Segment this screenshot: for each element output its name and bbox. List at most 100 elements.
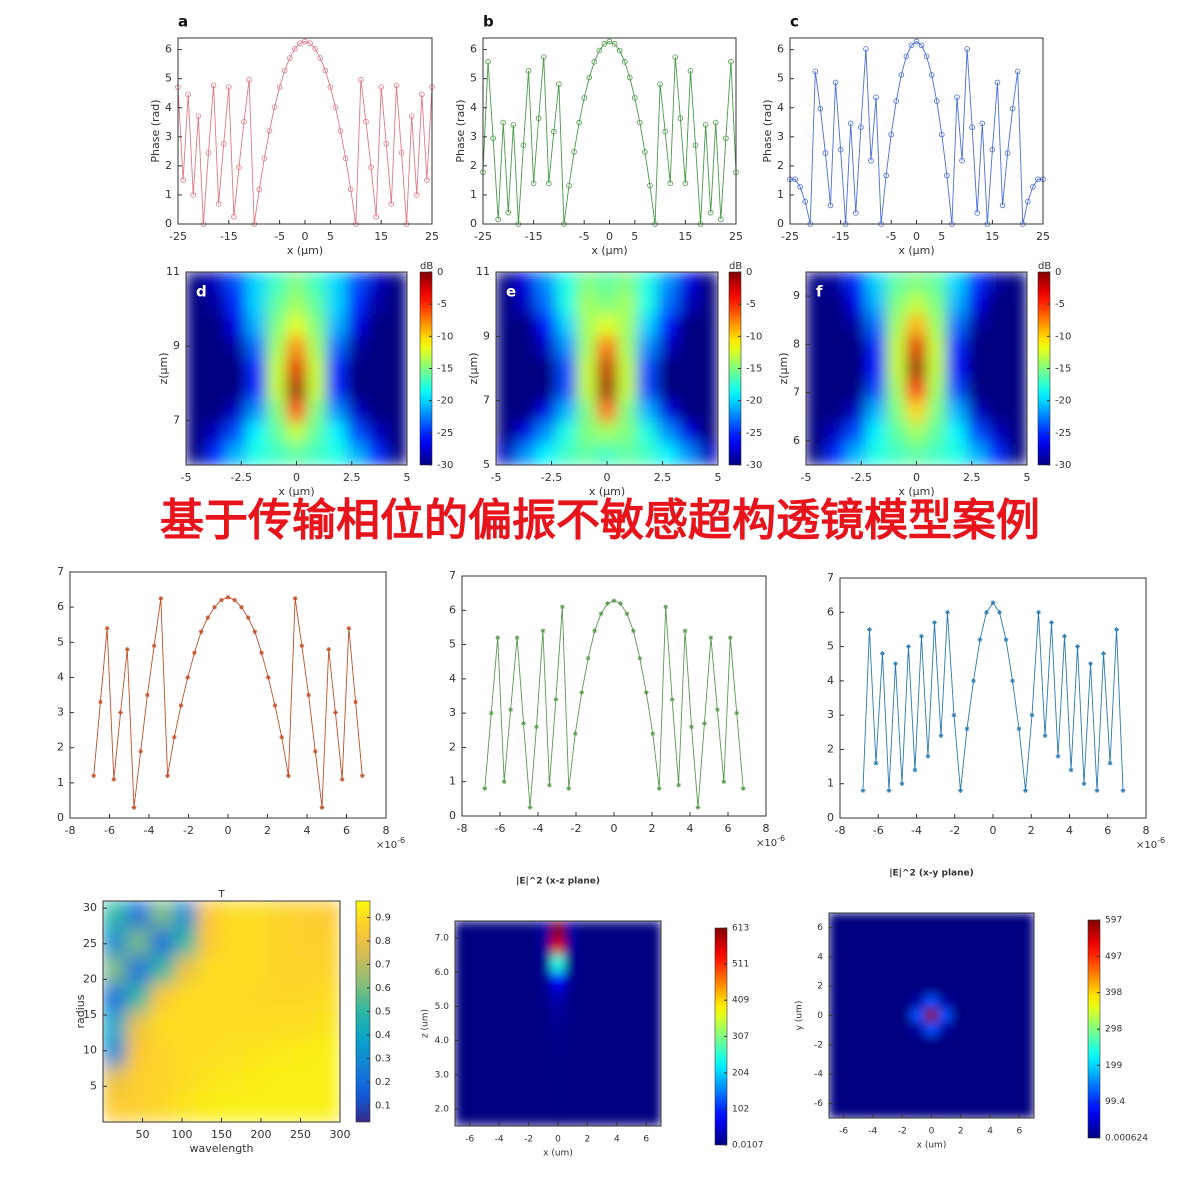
y-tick-label: 30 (83, 901, 97, 914)
y-axis-label: z(μm) (467, 352, 480, 384)
heatmap-cell (564, 1006, 579, 1024)
heatmap-cell (316, 1038, 340, 1068)
heatmap-cell (636, 272, 658, 294)
chart-title: |E|^2 (x-y plane) (889, 869, 974, 879)
heatmap-cell (482, 954, 497, 973)
heatmap-cell (495, 954, 511, 973)
heatmap-cell (366, 314, 388, 337)
heatmap-cell (1006, 1049, 1021, 1064)
heatmap-cell (495, 1006, 511, 1024)
heatmap-cell (605, 971, 621, 990)
y-tick-label: 4 (817, 952, 823, 962)
heatmap-cell (495, 1108, 511, 1126)
heatmap-cell (938, 913, 953, 927)
heatmap-cell (556, 443, 578, 465)
heatmap-cell (883, 967, 898, 982)
data-marker (812, 68, 819, 75)
heatmap-cell (965, 913, 980, 927)
colorbar-tick-label: 0 (437, 267, 443, 278)
colorbar-tick-label: -10 (746, 331, 762, 342)
heatmap-cell (869, 926, 884, 941)
data-marker (1081, 781, 1087, 787)
x-tick-label: 25 (425, 230, 439, 243)
heatmap-cell (979, 967, 994, 982)
data-marker (676, 782, 681, 788)
heatmap-cell (869, 940, 884, 955)
data-marker (408, 113, 415, 119)
y-tick-label: 3 (470, 130, 477, 143)
heatmap-cell (550, 1040, 566, 1058)
heatmap-cell (495, 937, 511, 956)
heatmap-cell (865, 272, 887, 294)
data-marker (326, 646, 332, 652)
heatmap-cell (455, 1057, 470, 1076)
data-marker (307, 40, 313, 47)
data-marker (945, 609, 950, 615)
heatmap-cell (906, 378, 927, 401)
data-line (790, 40, 1043, 225)
heatmap-cell (677, 378, 699, 401)
heatmap-cell (897, 1076, 912, 1091)
heatmap-cell (619, 1091, 634, 1110)
data-marker (933, 98, 940, 104)
data-marker (958, 788, 963, 793)
heatmap-cell (576, 357, 598, 380)
heatmap-cell (496, 378, 517, 401)
heatmap-cell (1006, 336, 1027, 359)
data-line (482, 40, 737, 225)
data-line (177, 41, 433, 225)
heatmap-cell (806, 400, 827, 423)
y-tick-label: 1 (777, 188, 784, 201)
heatmap-cell (966, 443, 988, 465)
heatmap-cell (186, 357, 207, 380)
heatmap-cell (225, 357, 247, 380)
y-tick-label: 7.0 (435, 934, 450, 944)
heatmap-cell (829, 1022, 843, 1037)
y-tick-label: 6.0 (435, 968, 450, 978)
data-marker (642, 149, 648, 155)
x-tick-label: -4 (144, 824, 155, 837)
heatmap-cell (938, 967, 953, 982)
data-marker (236, 164, 242, 171)
heatmap-cell (883, 1063, 898, 1078)
heatmap-cell (657, 443, 678, 465)
heatmap-cell (186, 272, 207, 294)
colorbar-tick-label: 409 (732, 996, 749, 1006)
heatmap-cell (842, 981, 857, 996)
heatmap-cell (266, 400, 287, 423)
data-marker (501, 779, 507, 785)
heatmap-cell (951, 1063, 966, 1078)
data-marker (867, 627, 872, 632)
heatmap-cell (326, 357, 348, 380)
heatmap-cell (1006, 1035, 1021, 1050)
heatmap-cell (576, 421, 598, 444)
y-tick-label: 5 (827, 640, 834, 653)
heatmap-cell (326, 293, 348, 316)
heatmap-cell (550, 954, 566, 973)
heatmap-cell (468, 1108, 483, 1126)
heatmap-cell (292, 901, 317, 929)
heatmap-cell (910, 981, 925, 996)
heatmap-cell (856, 913, 871, 927)
heatmap-cell (266, 421, 287, 444)
heatmap-cell (550, 937, 566, 956)
y-tick-label: 6 (817, 923, 823, 933)
heatmap-cell (646, 921, 661, 939)
heatmap-cell (926, 400, 947, 423)
heatmap-cell (906, 400, 927, 423)
data-marker (220, 140, 227, 147)
heatmap-cell (576, 443, 598, 465)
heatmap-cell (869, 1063, 884, 1078)
heatmap-cell (496, 336, 517, 359)
y-tick-label: 11 (476, 265, 490, 278)
heatmap-cell (245, 293, 267, 316)
x-tick-label: 0 (302, 230, 309, 243)
y-tick-label: 5 (470, 72, 477, 85)
x-tick-label: -8 (65, 824, 76, 837)
heatmap-cell (173, 1066, 199, 1095)
data-marker (944, 172, 950, 179)
data-marker (1088, 661, 1093, 667)
data-marker (482, 786, 488, 791)
heatmap-cell (825, 378, 847, 401)
data-marker (488, 710, 494, 716)
